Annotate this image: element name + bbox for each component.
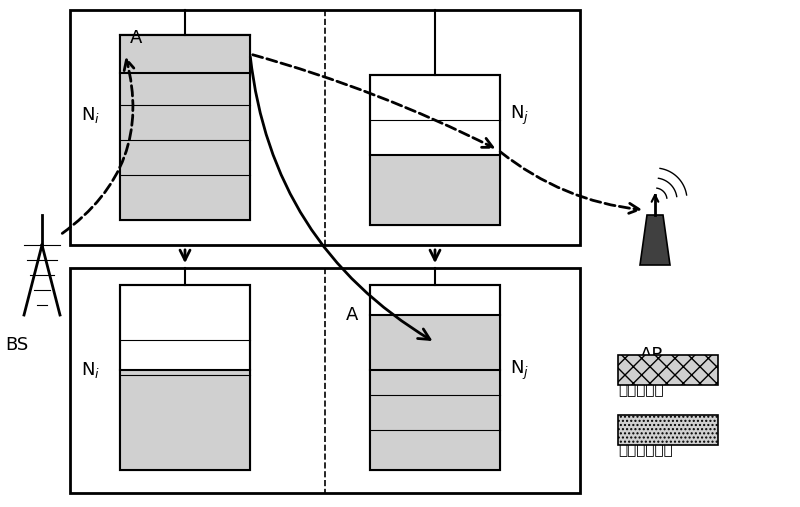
Text: N$_j$: N$_j$ [510,103,529,127]
Bar [370,285,500,470]
Text: N$_j$: N$_j$ [510,358,529,382]
Bar [618,415,718,445]
Bar [70,10,580,245]
Text: A: A [130,29,142,47]
Text: N$_i$: N$_i$ [81,360,100,380]
Bar [370,75,500,225]
Bar [120,35,250,73]
Bar [618,355,718,385]
Bar [370,75,500,225]
Text: A: A [346,306,358,324]
Bar [70,268,580,493]
Bar [120,35,250,220]
Polygon shape [640,215,670,265]
Bar [120,35,250,220]
Bar [370,285,500,470]
Bar [120,73,250,220]
Text: BS: BS [5,336,28,354]
Bar [370,370,500,470]
Bar [370,315,500,370]
Text: 切换的呼叫: 切换的呼叫 [618,382,664,397]
Bar [120,370,250,470]
Text: AP: AP [640,346,663,364]
Bar [370,155,500,225]
Text: 已存在的呼叫: 已存在的呼叫 [618,443,673,457]
Bar [120,285,250,470]
Bar [120,285,250,470]
Text: N$_i$: N$_i$ [81,105,100,125]
